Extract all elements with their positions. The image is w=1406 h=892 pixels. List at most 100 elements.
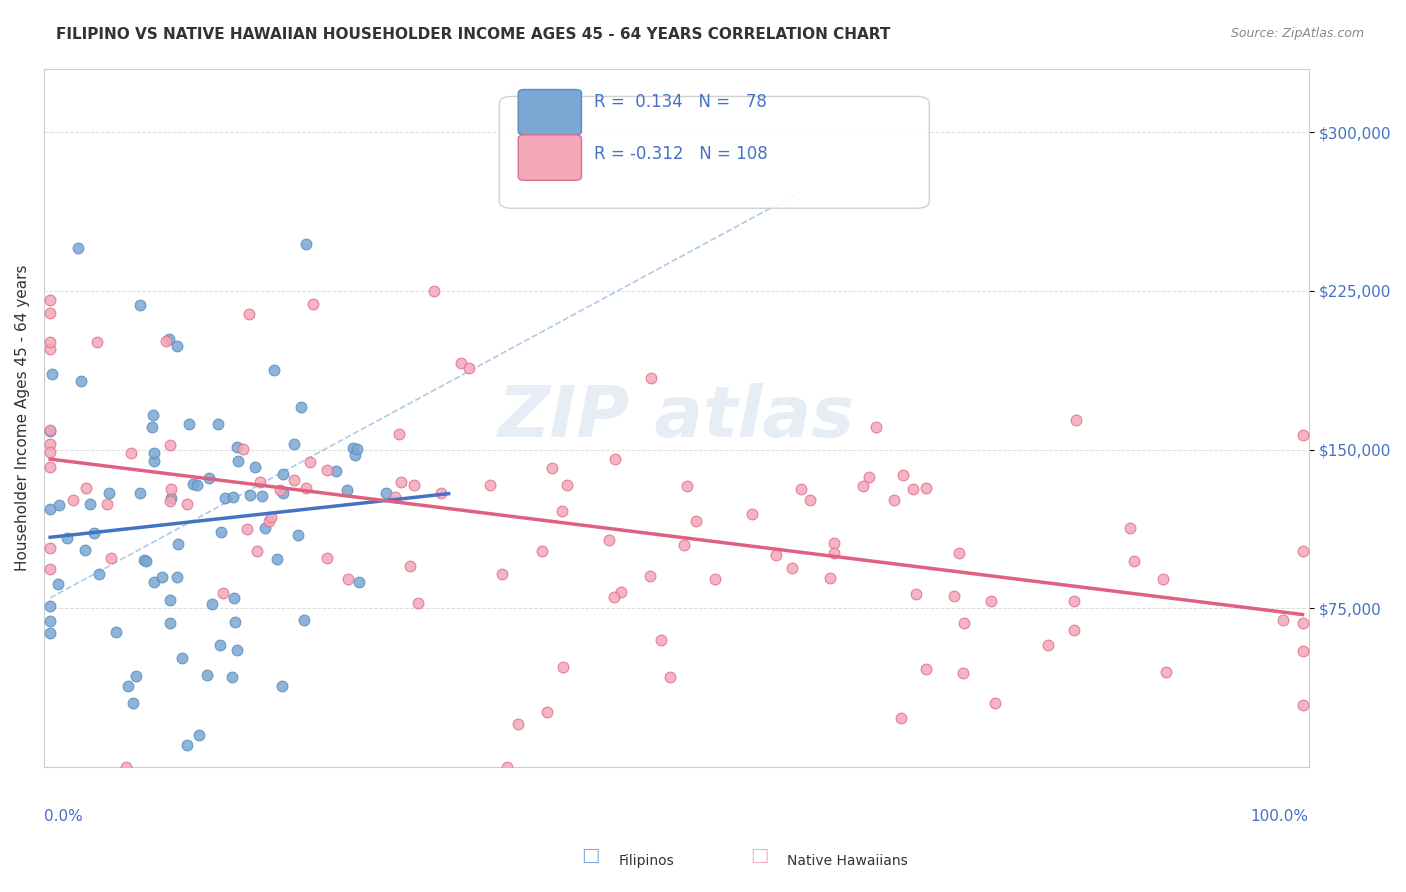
Point — [177, 417, 200, 431]
Point — [270, 679, 292, 693]
Text: 100.0%: 100.0% — [1251, 809, 1309, 824]
Point — [555, 477, 578, 491]
Point — [198, 471, 221, 485]
Point — [496, 760, 519, 774]
Point — [1063, 594, 1085, 608]
Point — [269, 483, 291, 498]
Point — [598, 533, 620, 548]
Point — [1291, 427, 1313, 442]
Point — [129, 486, 152, 500]
Text: R = -0.312   N = 108: R = -0.312 N = 108 — [595, 145, 768, 163]
Point — [246, 544, 269, 558]
Point — [141, 419, 163, 434]
Point — [159, 438, 181, 452]
Point — [491, 567, 513, 582]
Point — [316, 463, 339, 477]
Point — [46, 577, 69, 591]
Point — [603, 590, 626, 604]
Point — [188, 728, 211, 742]
Point — [1122, 554, 1144, 568]
Point — [39, 599, 62, 613]
Point — [260, 510, 283, 524]
Point — [221, 670, 243, 684]
Point — [222, 591, 245, 606]
Point — [62, 492, 84, 507]
Point — [952, 666, 974, 681]
Point — [87, 567, 110, 582]
Point — [550, 504, 572, 518]
Point — [155, 334, 177, 348]
Point — [207, 417, 229, 431]
Point — [159, 593, 181, 607]
Point — [818, 571, 841, 585]
Point — [541, 461, 564, 475]
Text: □: □ — [581, 846, 600, 864]
Point — [858, 470, 880, 484]
Point — [943, 589, 966, 603]
Point — [86, 335, 108, 350]
Text: 0.0%: 0.0% — [44, 809, 83, 824]
Point — [675, 479, 697, 493]
Point — [39, 437, 62, 451]
Point — [115, 760, 138, 774]
Point — [39, 445, 62, 459]
Point — [325, 464, 347, 478]
Point — [143, 574, 166, 589]
Point — [212, 586, 235, 600]
Point — [865, 420, 887, 434]
Point — [121, 696, 143, 710]
Point — [287, 528, 309, 542]
Point — [799, 493, 821, 508]
Point — [658, 670, 681, 684]
Point — [69, 374, 91, 388]
Point — [458, 361, 481, 376]
Text: □: □ — [749, 846, 769, 864]
Point — [1119, 521, 1142, 535]
Point — [249, 475, 271, 490]
Point — [389, 475, 412, 489]
Point — [39, 562, 62, 576]
Point — [741, 507, 763, 521]
Point — [1156, 665, 1178, 679]
Point — [41, 368, 63, 382]
Point — [195, 668, 218, 682]
FancyBboxPatch shape — [499, 96, 929, 208]
Point — [39, 502, 62, 516]
Point — [263, 363, 285, 377]
Point — [388, 427, 411, 442]
Point — [347, 574, 370, 589]
Point — [342, 441, 364, 455]
Point — [1291, 698, 1313, 713]
Point — [266, 552, 288, 566]
Point — [883, 493, 905, 508]
Point — [222, 490, 245, 504]
Point — [283, 473, 305, 487]
Point — [343, 448, 366, 462]
Point — [531, 543, 554, 558]
Point — [450, 355, 472, 369]
Point — [685, 514, 707, 528]
Point — [429, 486, 451, 500]
Point — [39, 625, 62, 640]
Point — [143, 445, 166, 459]
Point — [166, 569, 188, 583]
Point — [295, 236, 318, 251]
Y-axis label: Householder Income Ages 45 - 64 years: Householder Income Ages 45 - 64 years — [15, 265, 30, 571]
Point — [1291, 644, 1313, 658]
Point — [283, 437, 305, 451]
Point — [948, 546, 970, 560]
Point — [39, 293, 62, 307]
Point — [422, 285, 444, 299]
Point — [506, 717, 529, 731]
Point — [479, 477, 502, 491]
Point — [105, 625, 128, 640]
Point — [117, 679, 139, 693]
Point — [232, 442, 254, 456]
Point — [100, 551, 122, 566]
Point — [39, 424, 62, 438]
Point — [239, 488, 262, 502]
Point — [176, 738, 198, 752]
Point — [159, 332, 181, 346]
Point — [243, 459, 266, 474]
Point — [890, 711, 912, 725]
